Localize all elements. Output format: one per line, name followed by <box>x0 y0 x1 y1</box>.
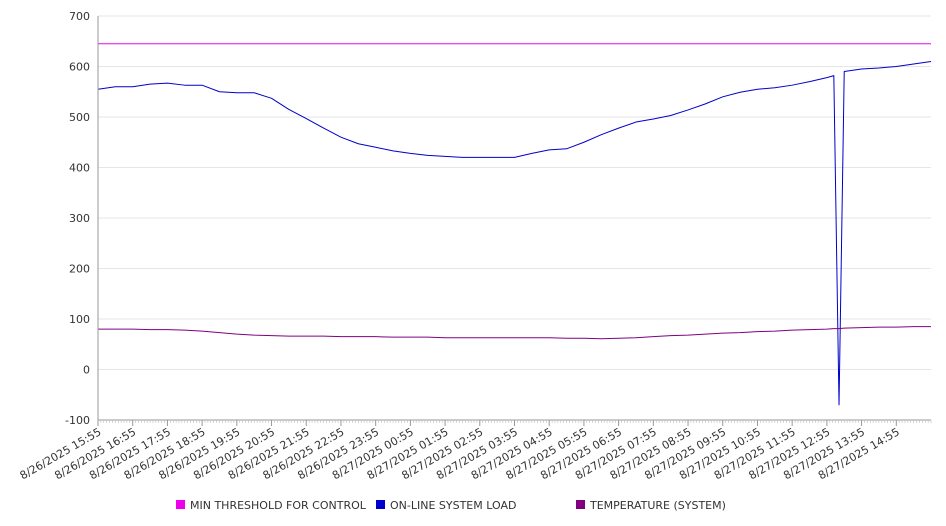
y-tick-label: 200 <box>69 263 90 276</box>
series-line-2 <box>98 326 931 340</box>
series-line-1 <box>97 60 932 406</box>
legend-label-2: TEMPERATURE (SYSTEM) <box>589 499 726 512</box>
legend-swatch-2 <box>576 500 585 509</box>
y-tick-label: 100 <box>69 313 90 326</box>
y-tick-label: 500 <box>69 111 90 124</box>
legend-swatch-0 <box>176 500 185 509</box>
legend-label-1: ON-LINE SYSTEM LOAD <box>390 499 516 512</box>
legend-swatch-1 <box>376 500 385 509</box>
y-tick-label: 0 <box>83 364 90 377</box>
legend-label-0: MIN THRESHOLD FOR CONTROL <box>190 499 367 512</box>
y-tick-label: 600 <box>69 61 90 74</box>
y-tick-label: 300 <box>69 212 90 225</box>
y-tick-label: 700 <box>69 10 90 23</box>
y-tick-label: 400 <box>69 162 90 175</box>
y-tick-label: -100 <box>65 414 90 427</box>
